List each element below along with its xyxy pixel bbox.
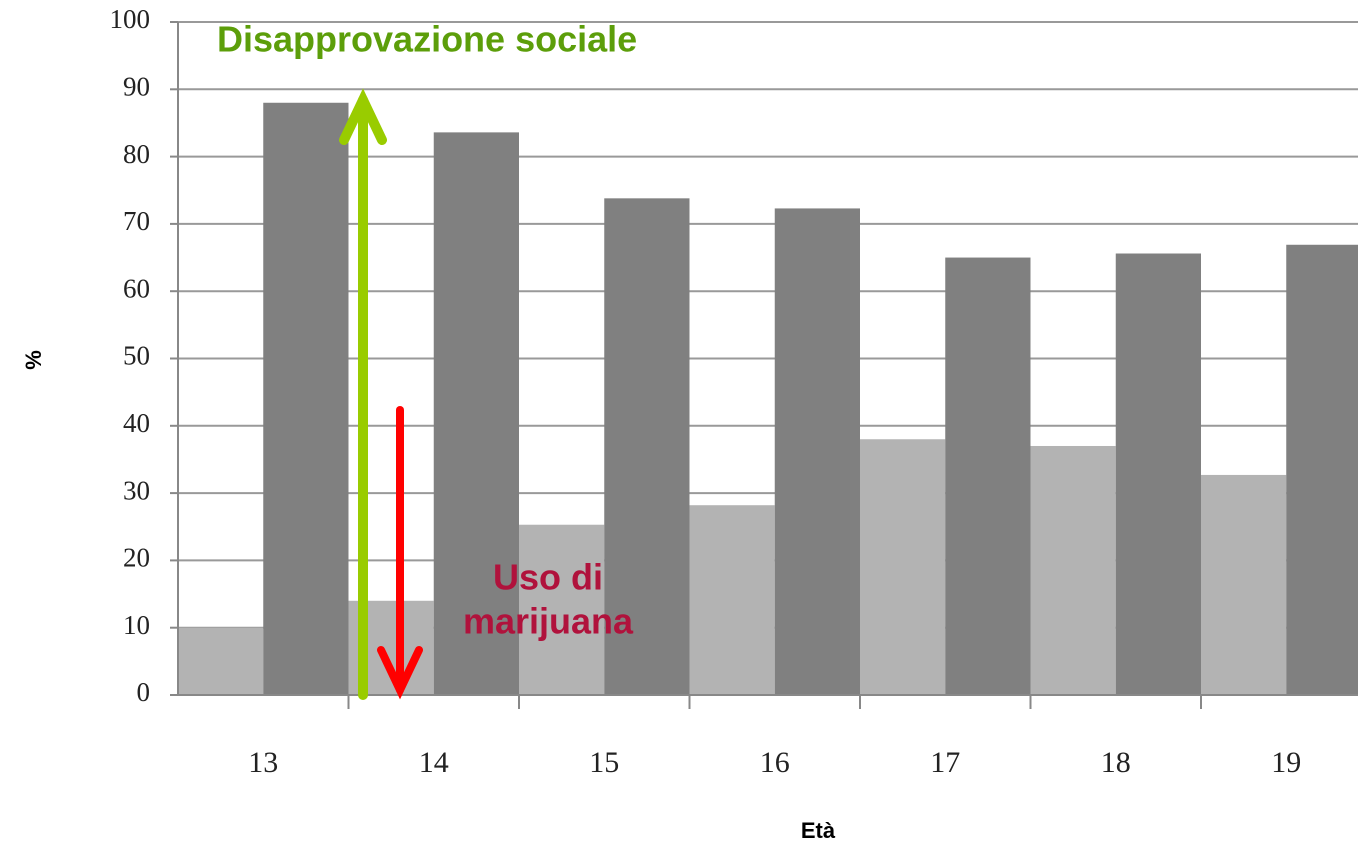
y-tick-label: 20: [123, 543, 150, 573]
x-tick-label: 13: [248, 746, 278, 779]
bar: [1030, 445, 1116, 695]
bar: [1286, 244, 1358, 695]
bar: [519, 524, 605, 695]
annotation: Disapprovazione sociale: [217, 19, 637, 60]
y-tick-label: 10: [123, 610, 150, 640]
x-tick-label: 17: [930, 746, 960, 779]
annotation: Uso di: [493, 557, 603, 598]
bars: [178, 102, 1358, 696]
y-axis-title: %: [21, 350, 46, 370]
bar: [774, 208, 860, 695]
y-tick-label: 40: [123, 408, 150, 438]
bar: [860, 439, 946, 695]
x-axis-title: Età: [801, 818, 836, 843]
y-tick-label: 80: [123, 139, 150, 169]
x-tick-label: 19: [1271, 746, 1301, 779]
x-tick-label: 14: [419, 746, 449, 779]
bar: [945, 257, 1031, 695]
annotation: marijuana: [463, 601, 634, 642]
bar: [689, 505, 775, 695]
y-tick-label: 90: [123, 72, 150, 102]
y-tick-label: 50: [123, 341, 150, 371]
red-arrow: [377, 406, 423, 700]
y-tick-label: 30: [123, 475, 150, 505]
y-tick-label: 60: [123, 273, 150, 303]
bar: [178, 627, 264, 695]
x-tick-label: 18: [1101, 746, 1131, 779]
bar: [604, 198, 690, 696]
bar: [1115, 253, 1201, 695]
x-tick-label: 16: [760, 746, 790, 779]
y-tick-label: 100: [110, 4, 151, 34]
green-arrow: [339, 88, 387, 700]
bar: [1201, 474, 1287, 695]
bar: [263, 102, 349, 695]
y-tick-label: 0: [137, 677, 151, 707]
y-tick-label: 70: [123, 206, 150, 236]
bar: [433, 132, 519, 695]
x-tick-label: 15: [589, 746, 619, 779]
